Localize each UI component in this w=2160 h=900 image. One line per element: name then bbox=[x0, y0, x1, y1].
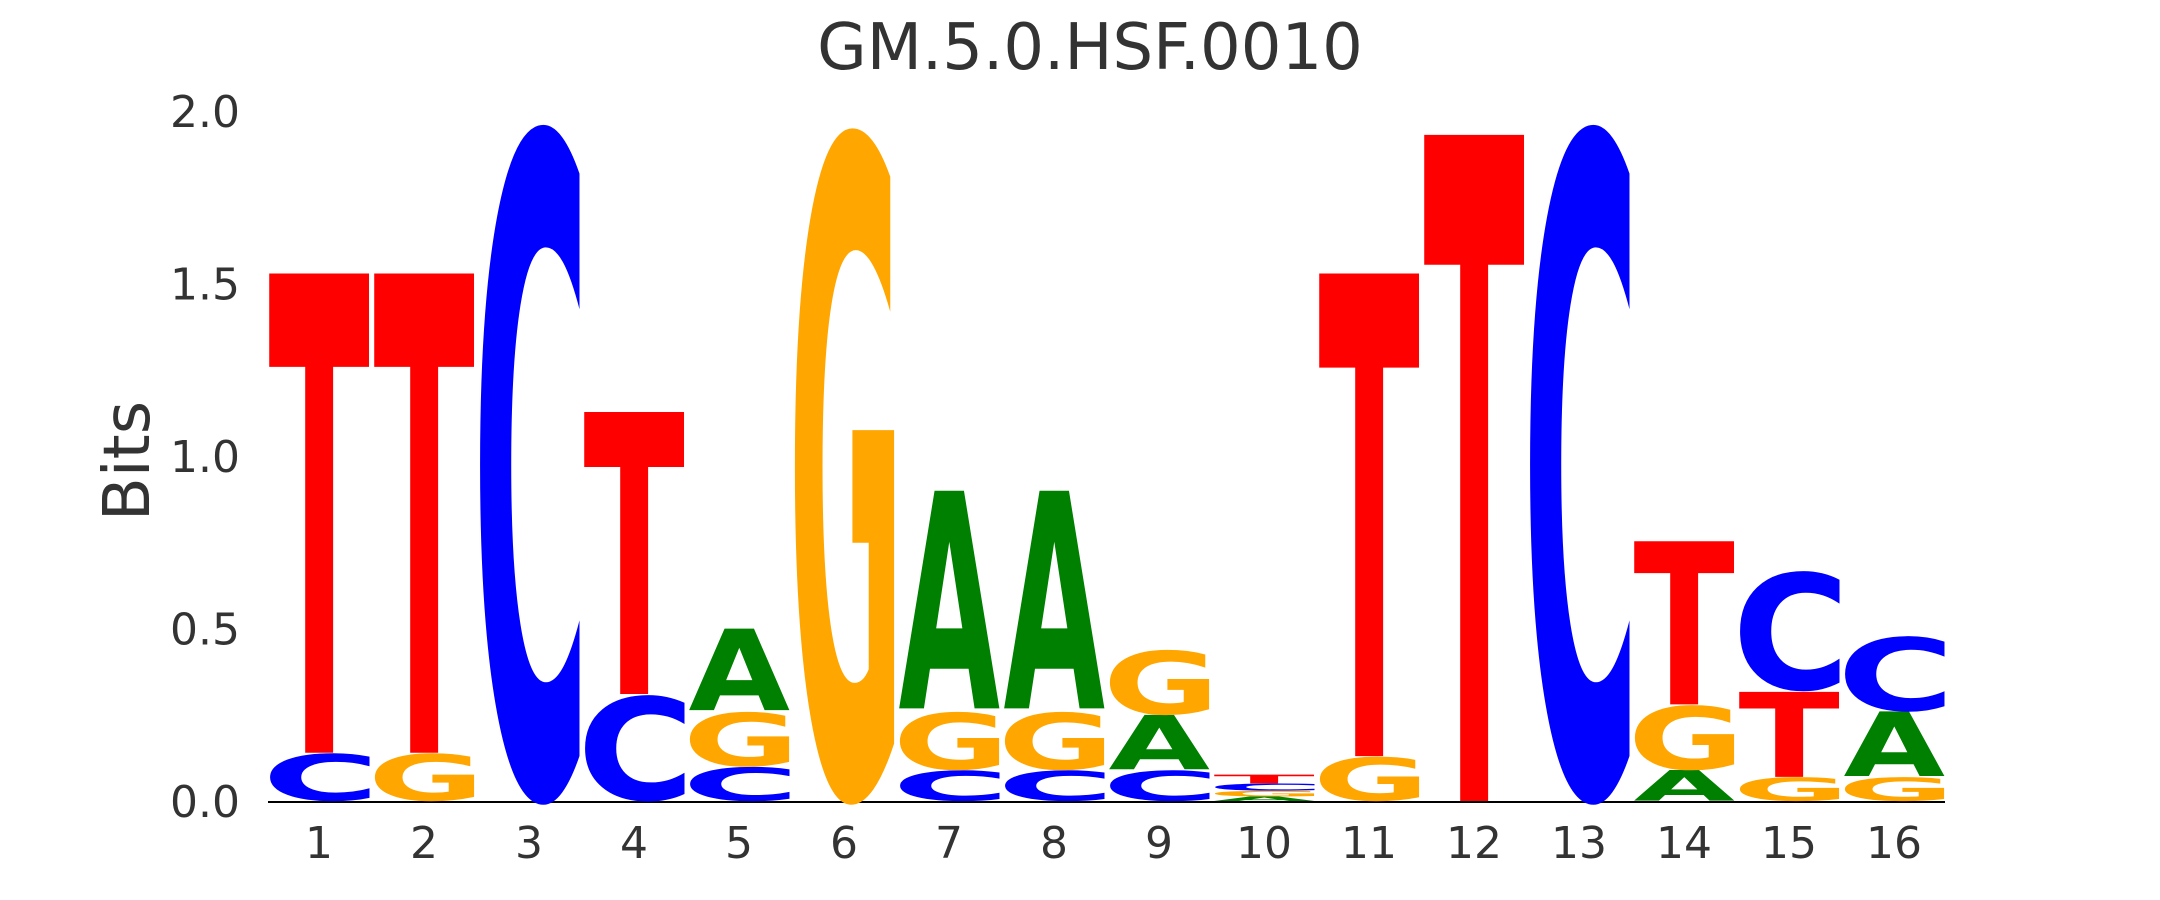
logo-letter-C-pos-3: C bbox=[472, 0, 590, 900]
logo-letter-A-pos-5: A bbox=[689, 606, 791, 736]
y-tick-label: 0.5 bbox=[170, 605, 240, 656]
y-tick-label: 1.5 bbox=[170, 260, 240, 311]
logo-letter-C-pos-16: C bbox=[1837, 618, 1955, 734]
x-tick-label: 12 bbox=[1446, 818, 1502, 869]
logo-letter-A-pos-7: A bbox=[899, 433, 1001, 780]
logo-letter-T-pos-14: T bbox=[1634, 497, 1735, 757]
logo-letter-C-pos-8: C bbox=[997, 763, 1115, 811]
logo-letter-G-pos-15: G bbox=[1733, 771, 1850, 808]
logo-letter-G-pos-9: G bbox=[1103, 634, 1220, 734]
logo-letter-G-pos-5: G bbox=[683, 698, 800, 783]
logo-letter-G-pos-6: G bbox=[788, 0, 905, 900]
x-tick-label: 5 bbox=[725, 818, 753, 869]
logo-letter-A-pos-9: A bbox=[1109, 701, 1211, 788]
logo-letter-C-pos-1: C bbox=[262, 741, 380, 815]
logo-letter-C-pos-10: C bbox=[1207, 782, 1325, 793]
x-tick-label: 2 bbox=[410, 818, 438, 869]
logo-letter-C-pos-15: C bbox=[1732, 542, 1850, 727]
x-tick-label: 9 bbox=[1145, 818, 1173, 869]
x-tick-label: 8 bbox=[1040, 818, 1068, 869]
logo-letter-C-pos-5: C bbox=[682, 759, 800, 812]
y-tick-label: 2.0 bbox=[170, 87, 240, 138]
x-tick-label: 7 bbox=[935, 818, 963, 869]
logo-letter-C-pos-13: C bbox=[1522, 0, 1640, 900]
logo-letter-T-pos-4: T bbox=[584, 336, 686, 786]
x-tick-label: 14 bbox=[1656, 818, 1712, 869]
logo-letter-G-pos-8: G bbox=[998, 698, 1115, 788]
logo-letter-A-pos-8: A bbox=[1004, 433, 1106, 780]
logo-letter-A-pos-10: A bbox=[1214, 795, 1316, 802]
logo-letter-T-pos-10: T bbox=[1214, 772, 1315, 786]
x-tick-label: 3 bbox=[515, 818, 543, 869]
logo-letter-T-pos-2: T bbox=[374, 144, 476, 900]
logo-letter-A-pos-14: A bbox=[1634, 762, 1736, 811]
x-tick-label: 4 bbox=[620, 818, 648, 869]
x-tick-label: 16 bbox=[1866, 818, 1922, 869]
logo-letter-G-pos-11: G bbox=[1313, 746, 1430, 815]
logo-letter-T-pos-11: T bbox=[1319, 143, 1421, 900]
logo-letter-C-pos-4: C bbox=[577, 669, 695, 833]
logo-letter-G-pos-7: G bbox=[893, 698, 1010, 788]
x-tick-label: 6 bbox=[830, 818, 858, 869]
y-tick-label: 1.0 bbox=[170, 432, 240, 483]
logo-letter-C-pos-7: C bbox=[892, 763, 1010, 811]
x-tick-label: 11 bbox=[1341, 818, 1397, 869]
logo-letter-A-pos-16: A bbox=[1844, 694, 1946, 797]
x-tick-label: 13 bbox=[1551, 818, 1607, 869]
logo-letter-G-pos-2: G bbox=[368, 742, 485, 816]
x-tick-label: 10 bbox=[1236, 818, 1292, 869]
logo-letter-T-pos-15: T bbox=[1739, 669, 1840, 804]
logo-letter-T-pos-1: T bbox=[269, 144, 371, 900]
logo-letter-G-pos-14: G bbox=[1628, 689, 1745, 789]
logo-letter-C-pos-9: C bbox=[1102, 763, 1220, 811]
x-tick-label: 15 bbox=[1761, 818, 1817, 869]
logo-letter-G-pos-16: G bbox=[1838, 771, 1955, 808]
chart-title: GM.5.0.HSF.0010 bbox=[817, 11, 1363, 85]
y-tick-label: 0.0 bbox=[170, 777, 240, 828]
logo-letter-T-pos-12: T bbox=[1424, 0, 1526, 900]
logo-letter-G-pos-10: G bbox=[1208, 789, 1325, 798]
x-tick-label: 1 bbox=[305, 818, 333, 869]
